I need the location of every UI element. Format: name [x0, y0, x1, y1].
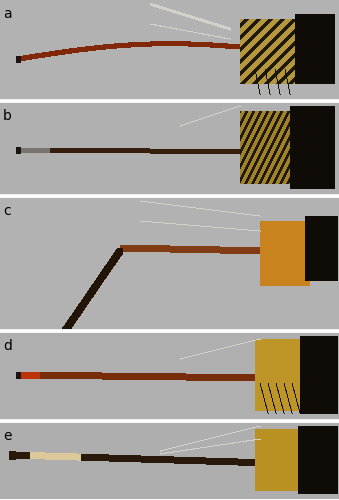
Text: b: b [3, 109, 12, 123]
Text: a: a [3, 7, 12, 21]
Text: d: d [3, 339, 12, 353]
Text: c: c [3, 204, 11, 218]
Text: e: e [3, 429, 12, 443]
